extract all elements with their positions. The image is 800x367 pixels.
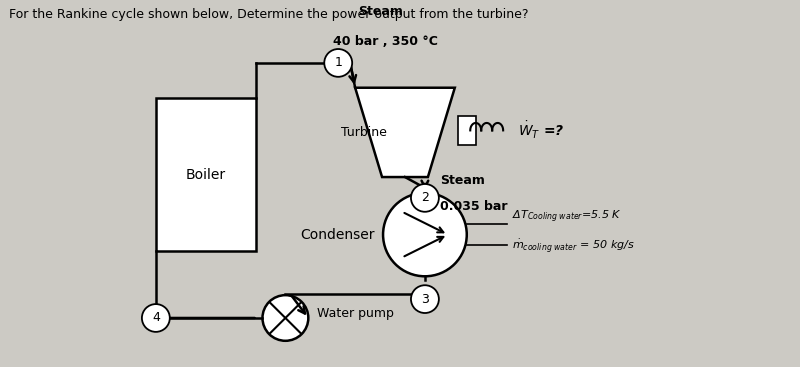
Polygon shape bbox=[355, 88, 455, 177]
Text: $\dot{W}_T$ =?: $\dot{W}_T$ =? bbox=[518, 120, 564, 141]
Bar bbox=[458, 116, 476, 145]
Text: For the Rankine cycle shown below, Determine the power output from the turbine?: For the Rankine cycle shown below, Deter… bbox=[10, 8, 529, 21]
Text: 0.035 bar: 0.035 bar bbox=[440, 200, 507, 213]
Circle shape bbox=[383, 193, 466, 276]
Circle shape bbox=[324, 49, 352, 77]
Text: Steam: Steam bbox=[358, 5, 403, 18]
Circle shape bbox=[411, 184, 439, 212]
Circle shape bbox=[142, 304, 170, 332]
Text: Water pump: Water pump bbox=[318, 306, 394, 320]
Bar bbox=[156, 98, 255, 251]
Text: Turbine: Turbine bbox=[341, 126, 386, 139]
Text: 3: 3 bbox=[421, 292, 429, 306]
Text: $\dot{m}_{\mathit{cooling\ water}}$ = 50 kg/s: $\dot{m}_{\mathit{cooling\ water}}$ = 50… bbox=[512, 238, 634, 255]
Text: Condenser: Condenser bbox=[301, 228, 375, 241]
Text: Steam: Steam bbox=[440, 174, 485, 186]
Text: 2: 2 bbox=[421, 191, 429, 204]
Text: ΔT$_\mathit{Cooling\ water}$=5.5 K: ΔT$_\mathit{Cooling\ water}$=5.5 K bbox=[512, 208, 622, 225]
Circle shape bbox=[262, 295, 308, 341]
Text: 4: 4 bbox=[152, 312, 160, 324]
Text: Boiler: Boiler bbox=[186, 168, 226, 182]
Text: 40 bar , 350 °C: 40 bar , 350 °C bbox=[334, 35, 438, 48]
Circle shape bbox=[411, 285, 439, 313]
Text: 1: 1 bbox=[334, 57, 342, 69]
